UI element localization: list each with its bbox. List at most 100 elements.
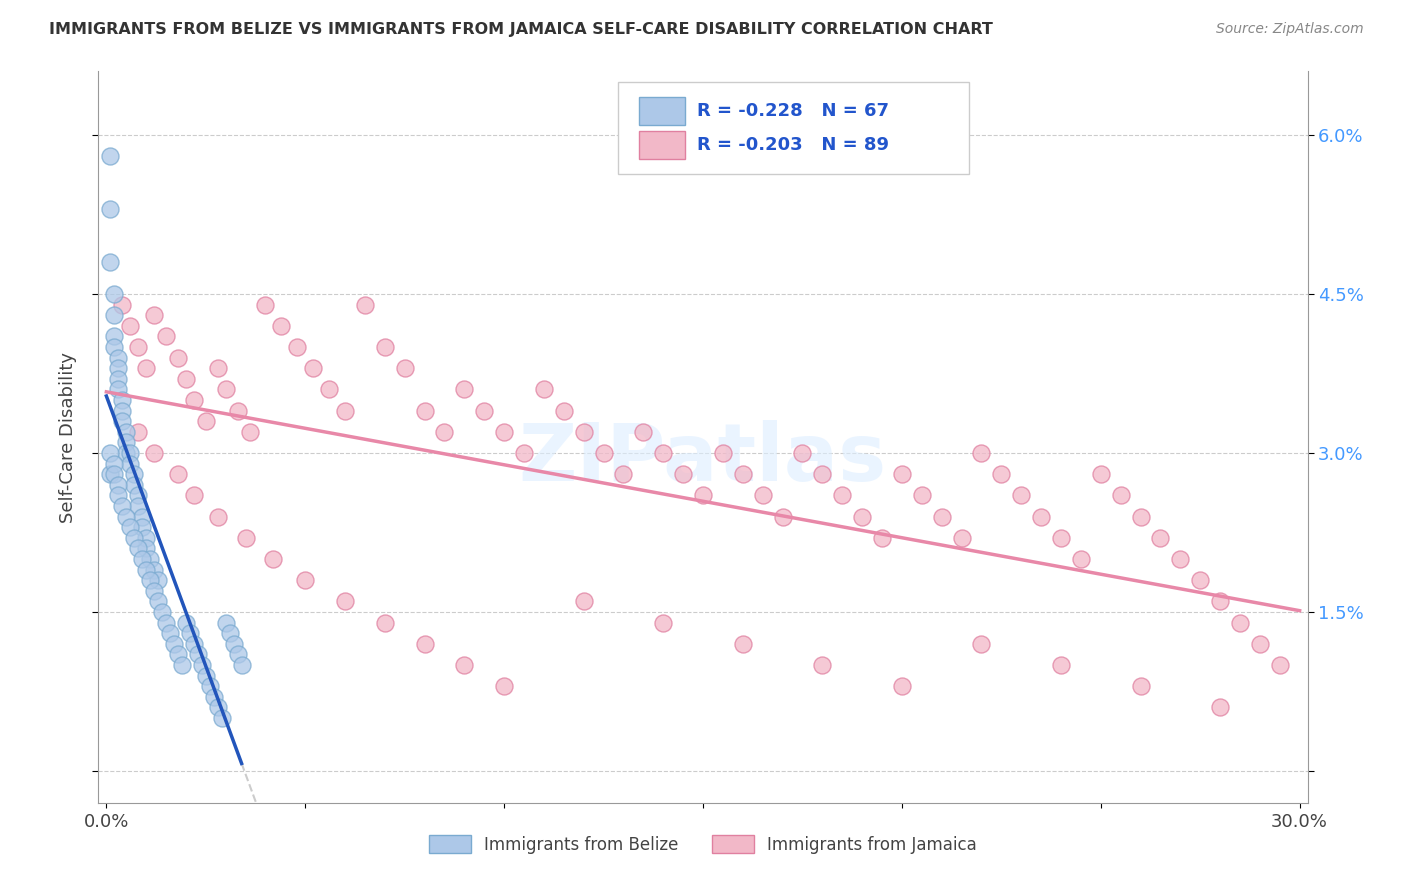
Point xyxy=(453,383,475,397)
Point xyxy=(494,679,516,693)
Point xyxy=(970,637,993,651)
Point xyxy=(179,626,201,640)
Point xyxy=(533,383,555,397)
Point xyxy=(285,340,308,354)
Point xyxy=(731,637,754,651)
Point xyxy=(103,340,125,354)
Point xyxy=(1109,488,1132,502)
Point xyxy=(1209,700,1232,714)
Point xyxy=(127,541,149,556)
Point xyxy=(111,392,134,407)
Point xyxy=(211,711,233,725)
Y-axis label: Self-Care Disability: Self-Care Disability xyxy=(59,351,77,523)
Point xyxy=(191,658,214,673)
Point xyxy=(183,637,205,651)
Point xyxy=(222,637,245,651)
Point xyxy=(394,361,416,376)
Point xyxy=(231,658,253,673)
Point xyxy=(107,372,129,386)
Point xyxy=(1029,509,1052,524)
Point xyxy=(150,605,173,619)
Point xyxy=(911,488,934,502)
Point xyxy=(1268,658,1291,673)
Point xyxy=(127,488,149,502)
Point xyxy=(135,563,157,577)
Point xyxy=(115,446,138,460)
Point xyxy=(990,467,1012,482)
Point xyxy=(111,414,134,428)
Point xyxy=(970,446,993,460)
Point xyxy=(318,383,340,397)
Point xyxy=(633,425,655,439)
FancyBboxPatch shape xyxy=(638,97,685,125)
Point xyxy=(98,467,121,482)
Point xyxy=(122,477,145,491)
Point xyxy=(174,372,197,386)
Point xyxy=(122,531,145,545)
Point xyxy=(890,679,912,693)
Point xyxy=(135,361,157,376)
Point xyxy=(215,615,238,630)
Point xyxy=(207,700,229,714)
Point xyxy=(146,573,169,587)
Point xyxy=(111,297,134,311)
Point xyxy=(239,425,262,439)
Point xyxy=(1149,531,1171,545)
Point xyxy=(652,615,675,630)
FancyBboxPatch shape xyxy=(638,131,685,159)
Point xyxy=(772,509,794,524)
Point xyxy=(235,531,257,545)
Point xyxy=(139,552,162,566)
Point xyxy=(374,615,396,630)
Point xyxy=(170,658,193,673)
Point xyxy=(1050,658,1073,673)
Point xyxy=(333,403,356,417)
Point xyxy=(139,573,162,587)
Point xyxy=(115,509,138,524)
Point xyxy=(159,626,181,640)
Point xyxy=(672,467,695,482)
Point xyxy=(792,446,814,460)
Point xyxy=(143,563,166,577)
Point xyxy=(163,637,186,651)
Point xyxy=(572,425,595,439)
Point xyxy=(333,594,356,608)
Point xyxy=(811,467,834,482)
Point xyxy=(103,329,125,343)
Point xyxy=(207,361,229,376)
Point xyxy=(194,668,217,682)
Point xyxy=(103,467,125,482)
Point xyxy=(131,509,153,524)
Point xyxy=(131,552,153,566)
Point xyxy=(692,488,714,502)
Point xyxy=(120,457,142,471)
Point xyxy=(1129,509,1152,524)
Point xyxy=(111,403,134,417)
Legend: Immigrants from Belize, Immigrants from Jamaica: Immigrants from Belize, Immigrants from … xyxy=(423,829,983,860)
Point xyxy=(413,637,436,651)
Point xyxy=(931,509,953,524)
Point xyxy=(612,467,634,482)
Text: Source: ZipAtlas.com: Source: ZipAtlas.com xyxy=(1216,22,1364,37)
Point xyxy=(107,383,129,397)
Point xyxy=(226,403,249,417)
Point xyxy=(107,351,129,365)
Point xyxy=(711,446,734,460)
Point xyxy=(294,573,316,587)
Point xyxy=(472,403,495,417)
Point xyxy=(135,531,157,545)
Point xyxy=(1070,552,1092,566)
Point xyxy=(1209,594,1232,608)
Point xyxy=(107,488,129,502)
Point xyxy=(131,520,153,534)
Point xyxy=(302,361,325,376)
Point xyxy=(122,467,145,482)
Point xyxy=(127,499,149,513)
Point xyxy=(890,467,912,482)
Point xyxy=(413,403,436,417)
Point xyxy=(354,297,377,311)
Point xyxy=(167,467,190,482)
Point xyxy=(513,446,536,460)
Point xyxy=(155,615,177,630)
Text: ZIPatlas: ZIPatlas xyxy=(519,420,887,498)
